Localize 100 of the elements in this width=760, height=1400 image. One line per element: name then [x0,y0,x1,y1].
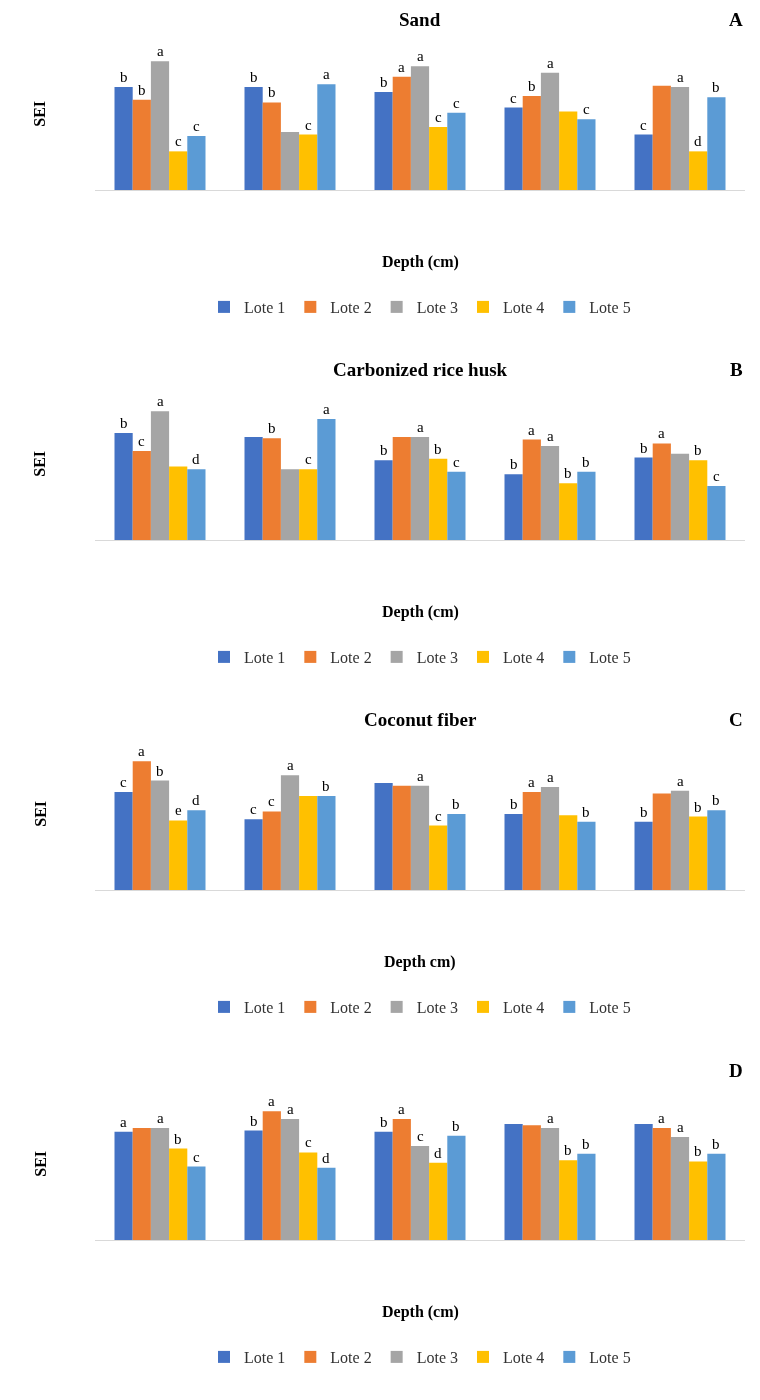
annotation: a [528,422,535,438]
annotation: b [452,796,460,812]
bar [559,815,578,890]
y-axis-title: SEI [31,800,49,827]
bar [447,1135,466,1240]
bar [447,471,466,540]
legend-label: Lote 2 [330,999,372,1017]
bar [262,1111,281,1240]
legend-label: Lote 4 [502,1349,545,1367]
annotation: d [192,792,200,808]
bar [262,438,281,540]
bar [169,466,188,540]
annotation: b [268,420,276,436]
bar [150,1127,170,1240]
annotation: c [510,90,517,106]
bar [559,111,578,190]
annotation: a [138,743,145,759]
y-axis-title: SEI [30,100,48,127]
annotation: c [640,117,647,133]
annotation: b [120,415,128,431]
bar [634,457,653,540]
bar [522,1125,541,1240]
annotation: b [640,440,648,456]
bar [132,451,151,540]
annotation: c [417,1128,424,1144]
bar [150,780,170,890]
annotation: a [268,1093,275,1109]
bar [187,1166,206,1240]
bar [577,821,596,890]
annotation: b [564,465,572,481]
legend-label: Lote 3 [416,299,458,317]
annotation: a [528,774,535,790]
annotation: c [250,801,257,817]
annotation: e [175,802,182,818]
annotation: a [287,1101,294,1117]
text: B [730,359,743,380]
annotation: b [694,1143,702,1159]
annotation: c [193,118,200,134]
annotation: b [582,1136,590,1152]
legend-label: Lote 1 [244,1349,286,1367]
bar [652,1127,671,1240]
bar [429,458,448,540]
legend-label: Lote 3 [416,1349,458,1367]
annotation: c [713,468,720,484]
annotation: a [547,1110,554,1126]
bar [540,72,560,190]
annotation: b [582,804,590,820]
legend-label: Lote 5 [589,299,631,317]
bar [244,819,263,890]
bar [429,825,448,890]
bar [132,1127,151,1240]
bar [689,151,708,190]
annotation: b [138,82,146,98]
annotation: b [380,1114,388,1130]
annotation: b [640,804,648,820]
legend-label: Lote 5 [589,999,631,1017]
bar [707,1153,726,1240]
annotation: a [157,393,164,409]
bar [299,1152,318,1240]
annotation: b [510,796,518,812]
bar [522,439,541,540]
annotation: b [694,442,702,458]
bar [114,433,133,540]
annotation: a [398,59,405,75]
annotation: b [528,78,536,94]
bar [299,469,318,540]
annotation: b [120,69,128,85]
bar [132,761,151,890]
text: A [729,9,743,30]
bar [634,134,653,190]
annotation: d [322,1150,330,1166]
bar [244,436,263,540]
bar [634,1124,653,1240]
annotation: a [120,1114,127,1130]
annotation: b [582,454,590,470]
legend-label: Lote 2 [330,649,372,667]
bar [670,86,690,190]
annotation: a [547,428,554,444]
bar [522,792,541,890]
annotation: a [677,773,684,789]
bar [280,469,300,540]
annotation: c [268,793,275,809]
bar [429,1162,448,1240]
bar [374,783,393,890]
bar [299,795,318,890]
annotation: c [305,1134,312,1150]
bar [392,785,411,890]
annotation: b [174,1131,182,1147]
annotation: b [380,74,388,90]
bar [317,418,336,540]
annotation: b [250,69,258,85]
bar [169,1148,188,1240]
bar [689,816,708,890]
bar [280,775,300,890]
annotation: b [322,778,330,794]
bar [410,785,430,890]
bar [577,1153,596,1240]
bar [187,469,206,540]
bar [132,99,151,190]
bar [114,1131,133,1240]
